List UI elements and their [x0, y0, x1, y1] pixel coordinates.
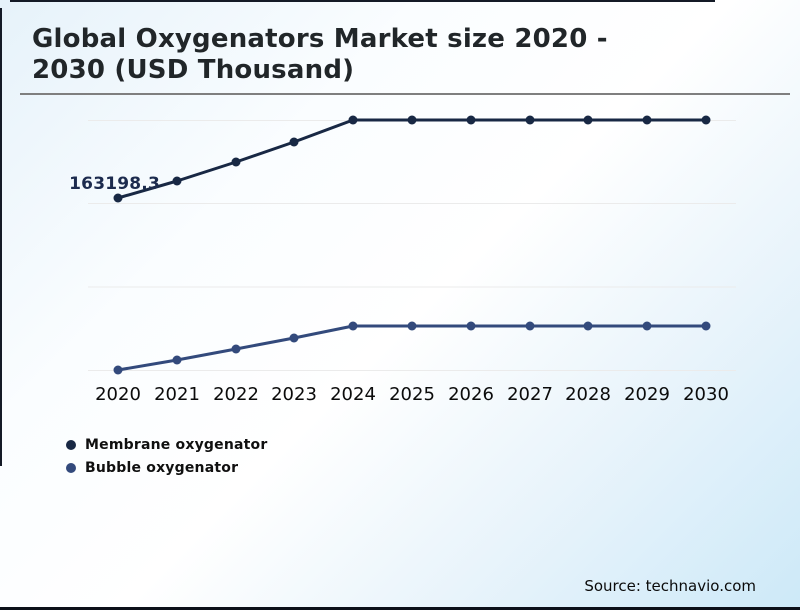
data-point-marker	[231, 157, 241, 167]
x-axis: 2020 2021 2022 2023 2024 2025 2026 2027 2028 2029…	[0, 384, 800, 408]
data-point-marker	[642, 321, 652, 331]
data-point-marker	[172, 355, 182, 365]
legend-item-membrane: Membrane oxygenator	[66, 433, 267, 456]
data-point-marker	[348, 115, 358, 125]
data-point-marker	[583, 115, 593, 125]
data-point-marker	[113, 365, 123, 375]
data-point-marker	[231, 344, 241, 354]
data-point-marker	[172, 176, 182, 186]
frame-left-border	[0, 8, 2, 466]
data-point-marker	[289, 333, 299, 343]
x-axis-label: 2020	[95, 384, 141, 405]
title-divider	[20, 93, 790, 95]
source-attribution: Source: technavio.com	[584, 577, 756, 595]
data-point-marker	[642, 115, 652, 125]
bubble-series-swatch-icon	[66, 462, 76, 473]
x-axis-label: 2022	[213, 384, 259, 405]
x-axis-label: 2025	[389, 384, 435, 405]
chart-title: Global Oxygenators Market size 2020 - 20…	[32, 24, 608, 85]
data-point-marker	[407, 115, 417, 125]
x-axis-label: 2021	[154, 384, 200, 405]
legend-label: Membrane oxygenator	[85, 436, 268, 453]
x-axis-label: 2028	[565, 384, 611, 405]
data-point-marker	[701, 115, 711, 125]
data-point-label: 163198.3	[69, 174, 160, 194]
data-point-marker	[289, 137, 299, 147]
series-line	[117, 118, 706, 200]
data-point-marker	[466, 321, 476, 331]
frame-top-border	[10, 0, 715, 2]
legend-item-bubble: Bubble oxygenator	[66, 456, 267, 479]
membrane-series-swatch-icon	[66, 439, 76, 450]
x-axis-label: 2029	[624, 384, 670, 405]
x-axis-label: 2026	[448, 384, 494, 405]
data-point-marker	[407, 321, 417, 331]
line-chart	[88, 115, 736, 375]
data-point-marker	[525, 115, 535, 125]
chart-legend: Membrane oxygenator Bubble oxygenator	[66, 433, 267, 479]
data-point-marker	[701, 321, 711, 331]
data-point-marker	[113, 193, 123, 203]
x-axis-label: 2024	[330, 384, 376, 405]
data-point-marker	[348, 321, 358, 331]
frame-bottom-border	[0, 607, 800, 610]
data-point-marker	[466, 115, 476, 125]
series-line	[117, 324, 706, 372]
x-axis-label: 2027	[507, 384, 553, 405]
x-axis-label: 2023	[271, 384, 317, 405]
data-point-marker	[583, 321, 593, 331]
legend-label: Bubble oxygenator	[85, 459, 239, 476]
x-axis-label: 2030	[683, 384, 729, 405]
data-point-marker	[525, 321, 535, 331]
